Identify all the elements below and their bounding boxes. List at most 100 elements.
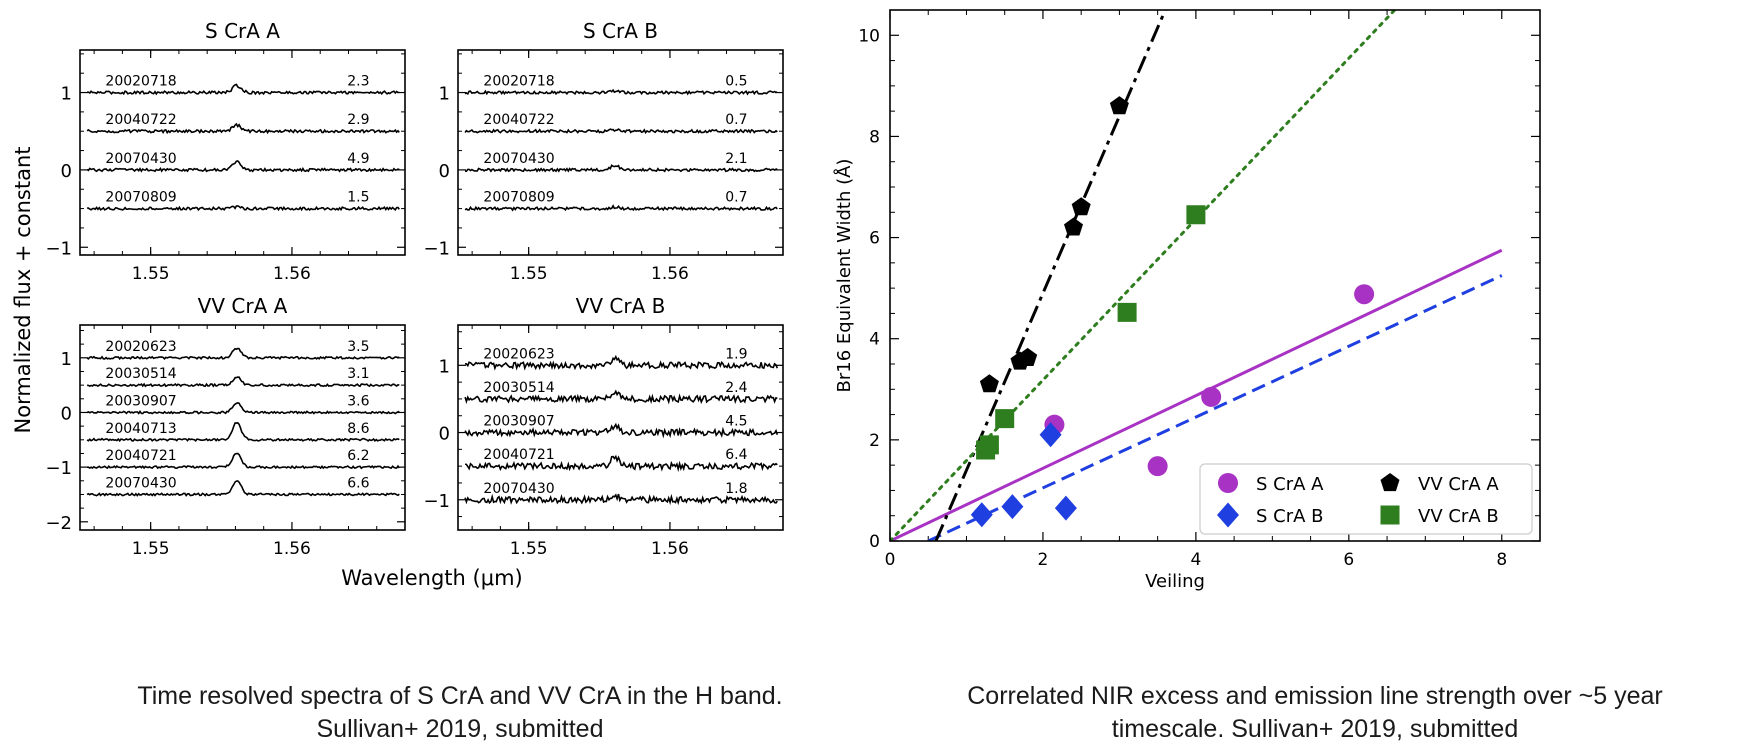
spectrum-date-label: 20030514 bbox=[483, 380, 554, 396]
spectrum-line bbox=[464, 454, 778, 473]
spectrum-panel-scra-a: S CrA A 1.55 1.56 1 0 −1 20020718 2.3 20040722 2.… bbox=[45, 19, 406, 284]
panel-title: S CrA B bbox=[583, 19, 658, 43]
spectra-y-axis-label: Normalized flux + constant bbox=[11, 147, 35, 434]
spectrum-line bbox=[464, 88, 778, 96]
spectrum-ew-label: 3.6 bbox=[347, 393, 369, 409]
spectrum-date-label: 20030907 bbox=[105, 393, 176, 409]
spectrum-ew-label: 2.9 bbox=[347, 112, 369, 128]
caption-left: Time resolved spectra of S CrA and VV Cr… bbox=[100, 680, 820, 746]
data-point bbox=[1001, 494, 1024, 520]
spectrum-ew-label: 0.5 bbox=[725, 74, 747, 90]
spectrum-ew-label: 3.1 bbox=[347, 366, 369, 382]
spectrum-ew-label: 1.9 bbox=[725, 346, 747, 362]
legend-label: S CrA B bbox=[1256, 506, 1324, 527]
spectrum-line bbox=[86, 122, 400, 135]
spectrum-ew-label: 6.4 bbox=[725, 447, 747, 463]
spectrum-line bbox=[87, 205, 400, 212]
scatter-y-axis-label: Br16 Equivalent Width (Å) bbox=[833, 159, 855, 393]
data-point bbox=[995, 409, 1015, 429]
spectrum-date-label: 20070430 bbox=[105, 475, 176, 491]
spectrum-date-label: 20020718 bbox=[105, 74, 176, 90]
panel-frame bbox=[457, 49, 784, 256]
data-point bbox=[979, 374, 999, 393]
y-tick-label: 1 bbox=[439, 356, 450, 377]
spectrum-line bbox=[464, 204, 778, 212]
x-tick-label: 8 bbox=[1496, 550, 1507, 570]
data-point bbox=[1071, 197, 1091, 216]
spectrum-line bbox=[464, 389, 778, 405]
spectrum-line bbox=[464, 422, 779, 439]
spectra-x-axis-label: Wavelength (μm) bbox=[341, 566, 522, 590]
x-tick-label: 6 bbox=[1343, 550, 1354, 570]
fit-line-s-cra-b bbox=[927, 274, 1503, 541]
spectrum-ew-label: 4.9 bbox=[347, 151, 369, 167]
y-tick-label: −1 bbox=[45, 238, 72, 259]
x-tick-label: 1.56 bbox=[273, 264, 311, 284]
x-tick-label: 1.55 bbox=[132, 539, 170, 559]
y-tick-label: 0 bbox=[439, 424, 450, 445]
panel-title: VV CrA A bbox=[198, 294, 288, 318]
spectrum-ew-label: 2.4 bbox=[725, 380, 747, 396]
x-tick-label: 1.55 bbox=[132, 264, 170, 284]
x-tick-label: 2 bbox=[1038, 550, 1049, 570]
spectrum-date-label: 20030514 bbox=[105, 366, 176, 382]
fit-line-vv-cra-b bbox=[890, 10, 1397, 541]
spectrum-date-label: 20070430 bbox=[105, 151, 176, 167]
x-tick-label: 0 bbox=[885, 550, 896, 570]
spectrum-date-label: 20040722 bbox=[483, 112, 554, 128]
spectrum-ew-label: 2.1 bbox=[725, 151, 747, 167]
y-tick-label: 0 bbox=[439, 161, 450, 182]
spectrum-ew-label: 8.6 bbox=[347, 421, 369, 437]
x-tick-label: 1.56 bbox=[273, 539, 311, 559]
x-tick-label: 1.56 bbox=[651, 539, 689, 559]
spectrum-line bbox=[87, 83, 400, 96]
data-point bbox=[1201, 386, 1222, 407]
panel-frame bbox=[457, 324, 784, 531]
spectrum-date-label: 20070809 bbox=[483, 190, 554, 206]
data-point bbox=[1018, 347, 1038, 366]
legend-marker bbox=[1217, 502, 1239, 528]
y-tick-label: 2 bbox=[869, 431, 880, 451]
y-tick-label: 6 bbox=[869, 229, 880, 249]
y-tick-label: 4 bbox=[869, 330, 880, 350]
spectrum-line bbox=[464, 128, 778, 135]
spectrum-date-label: 20070430 bbox=[483, 481, 554, 497]
spectrum-line bbox=[86, 347, 400, 361]
spectrum-date-label: 20020623 bbox=[483, 346, 554, 362]
panel-frame bbox=[79, 324, 406, 531]
spectrum-line bbox=[86, 402, 400, 415]
caption-left-line-1: Time resolved spectra of S CrA and VV Cr… bbox=[137, 682, 783, 710]
spectrum-date-label: 20020623 bbox=[105, 339, 176, 355]
data-point bbox=[1186, 205, 1206, 225]
legend-marker bbox=[1380, 473, 1400, 492]
spectrum-ew-label: 6.6 bbox=[347, 475, 369, 491]
data-point bbox=[970, 502, 993, 528]
spectrum-line bbox=[86, 160, 400, 173]
legend-box bbox=[1199, 463, 1533, 535]
y-tick-label: −1 bbox=[423, 491, 450, 512]
data-point bbox=[1054, 495, 1077, 521]
spectrum-ew-label: 3.5 bbox=[347, 339, 369, 355]
fit-lines bbox=[890, 10, 1503, 541]
y-tick-label: 0 bbox=[869, 532, 880, 552]
y-tick-label: 8 bbox=[869, 127, 880, 147]
data-point bbox=[1064, 217, 1083, 236]
y-tick-label: −2 bbox=[45, 513, 72, 534]
legend-label: VV CrA A bbox=[1418, 474, 1499, 495]
y-tick-label: 0 bbox=[61, 161, 72, 182]
y-tick-label: −1 bbox=[423, 238, 450, 259]
data-point bbox=[1109, 96, 1129, 115]
legend-marker bbox=[1380, 505, 1400, 525]
spectrum-ew-label: 4.5 bbox=[725, 414, 747, 430]
spectrum-line bbox=[87, 452, 400, 470]
fit-line-s-cra-a bbox=[890, 248, 1503, 541]
panel-title: VV CrA B bbox=[576, 294, 666, 318]
legend: S CrA A S CrA B VV CrA A VV CrA B bbox=[1199, 463, 1533, 535]
spectrum-line bbox=[86, 480, 400, 497]
spectrum-line bbox=[87, 376, 400, 388]
plot-frame bbox=[889, 9, 1541, 542]
x-tick-label: 1.56 bbox=[651, 264, 689, 284]
fit-line-vv-cra-a bbox=[934, 10, 1167, 541]
y-tick-label: 0 bbox=[61, 403, 72, 424]
